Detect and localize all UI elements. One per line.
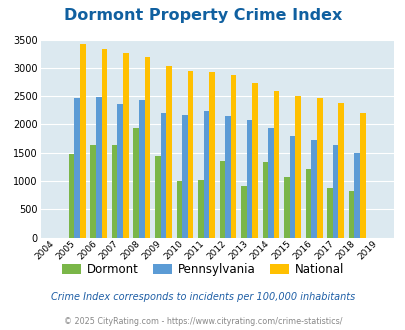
Bar (354, 153, 359, 238)
Bar (348, 191, 354, 238)
Bar (359, 113, 365, 238)
Bar (338, 103, 343, 238)
Bar (117, 104, 123, 238)
Bar (74, 98, 80, 238)
Bar (284, 177, 289, 238)
Bar (112, 146, 117, 238)
Bar (182, 115, 187, 238)
Bar (332, 145, 338, 238)
Bar (252, 83, 257, 238)
Legend: Dormont, Pennsylvania, National: Dormont, Pennsylvania, National (57, 258, 348, 281)
Bar (123, 53, 128, 238)
Bar (144, 56, 150, 238)
Text: © 2025 CityRating.com - https://www.cityrating.com/crime-statistics/: © 2025 CityRating.com - https://www.city… (64, 317, 341, 326)
Bar (166, 66, 171, 238)
Bar (295, 96, 300, 238)
Bar (80, 44, 85, 238)
Bar (133, 128, 139, 238)
Bar (96, 97, 101, 238)
Bar (176, 181, 182, 238)
Bar (246, 120, 252, 238)
Bar (139, 100, 144, 238)
Bar (198, 181, 203, 238)
Bar (311, 140, 316, 238)
Bar (219, 161, 225, 238)
Text: Crime Index corresponds to incidents per 100,000 inhabitants: Crime Index corresponds to incidents per… (51, 292, 354, 302)
Bar (268, 128, 273, 238)
Bar (187, 71, 193, 238)
Bar (241, 186, 246, 238)
Bar (203, 111, 209, 238)
Bar (316, 98, 322, 238)
Bar (160, 113, 166, 238)
Bar (90, 146, 96, 238)
Bar (289, 136, 295, 238)
Bar (101, 49, 107, 238)
Bar (305, 169, 311, 238)
Bar (262, 162, 268, 238)
Bar (225, 116, 230, 238)
Bar (230, 75, 236, 238)
Bar (273, 90, 279, 238)
Bar (326, 188, 332, 238)
Bar (68, 154, 74, 238)
Bar (155, 155, 160, 238)
Text: Dormont Property Crime Index: Dormont Property Crime Index (64, 8, 341, 23)
Bar (209, 72, 214, 238)
